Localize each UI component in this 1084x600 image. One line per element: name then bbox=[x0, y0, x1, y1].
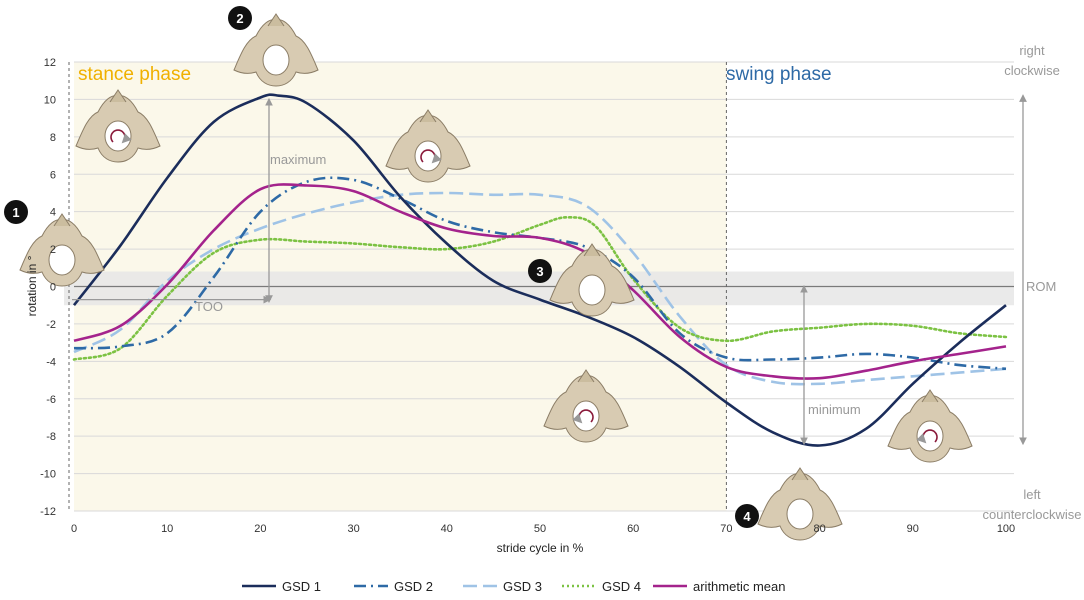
series-line-arithmetic-mean bbox=[73, 183, 1007, 380]
legend-label-gsd-4: GSD 4 bbox=[602, 579, 641, 594]
series-line-gsd-2 bbox=[73, 176, 1007, 371]
y-tick-label: 6 bbox=[50, 169, 56, 181]
maximum-label: maximum bbox=[270, 152, 326, 167]
series-line-gsd-3 bbox=[73, 191, 1007, 386]
y-tick-label: 4 bbox=[50, 207, 56, 219]
vertebra-image-1 bbox=[19, 213, 105, 287]
vertebra-image-2 bbox=[233, 13, 319, 87]
x-tick-label: 30 bbox=[347, 523, 359, 535]
vertebral-canal bbox=[916, 420, 944, 452]
minimum-label: minimum bbox=[808, 402, 861, 417]
x-tick-label: 20 bbox=[254, 523, 266, 535]
vertebra-spine bbox=[267, 13, 285, 27]
vertebral-canal bbox=[262, 44, 290, 76]
y-tick-label: 2 bbox=[50, 244, 56, 256]
x-tick-label: 90 bbox=[907, 523, 919, 535]
vertebra-spine bbox=[791, 467, 809, 481]
legend-label-gsd-2: GSD 2 bbox=[394, 579, 433, 594]
vertebra-spine bbox=[921, 389, 939, 403]
vertebral-canal bbox=[48, 244, 76, 276]
vertebra-counterclockwise-illustration bbox=[543, 369, 629, 443]
marker-number-4: 4 bbox=[743, 509, 751, 524]
legend-label-arithmetic-mean: arithmetic mean bbox=[693, 579, 785, 594]
rom-label: ROM bbox=[1026, 279, 1056, 294]
marker-circle-1 bbox=[4, 200, 28, 224]
y-tick-label: -10 bbox=[40, 469, 56, 481]
x-tick-label: 40 bbox=[441, 523, 453, 535]
clockwise-arrow-icon bbox=[420, 149, 442, 164]
vertebra-image-3 bbox=[549, 243, 635, 317]
marker-circle-3 bbox=[528, 259, 552, 283]
x-axis-label: stride cycle in % bbox=[497, 541, 584, 555]
vertebral-canal bbox=[414, 140, 442, 172]
y-tick-label: 12 bbox=[44, 57, 56, 69]
annotation-layer bbox=[4, 6, 1027, 541]
series-line-gsd-1 bbox=[72, 93, 1007, 447]
x-tick-label: 80 bbox=[813, 523, 825, 535]
y-tick-label: 0 bbox=[50, 282, 56, 294]
right-clockwise-label: right clockwise bbox=[1004, 43, 1060, 78]
vertebral-canal bbox=[786, 498, 814, 530]
x-tick-label: 50 bbox=[534, 523, 546, 535]
x-tick-label: 60 bbox=[627, 523, 639, 535]
marker-circle-2 bbox=[228, 6, 252, 30]
y-tick-label: -4 bbox=[46, 356, 56, 368]
y-tick-label: -8 bbox=[46, 431, 56, 443]
vertebra-counterclockwise-illustration-2 bbox=[887, 389, 973, 463]
counterclockwise-arrow-icon bbox=[916, 429, 938, 444]
vertebral-canal bbox=[572, 400, 600, 432]
vertebral-canal bbox=[578, 274, 606, 306]
left-counterclockwise-label: left counterclockwise bbox=[983, 487, 1082, 522]
counterclockwise-arrow-icon bbox=[572, 409, 594, 424]
x-tick-label: 100 bbox=[997, 523, 1015, 535]
x-tick-label: 70 bbox=[720, 523, 732, 535]
vertebra-spine bbox=[419, 109, 437, 123]
stance-phase-label: stance phase bbox=[78, 64, 191, 85]
vertebra-clockwise-illustration-2 bbox=[385, 109, 471, 183]
y-tick-label: -2 bbox=[46, 319, 56, 331]
x-tick-label: 10 bbox=[161, 523, 173, 535]
vertebra-spine bbox=[577, 369, 595, 383]
series-layer bbox=[72, 93, 1008, 447]
legend-label-gsd-1: GSD 1 bbox=[282, 579, 321, 594]
marker-number-2: 2 bbox=[236, 11, 243, 26]
x-tick-label: 0 bbox=[71, 523, 77, 535]
y-tick-label: -12 bbox=[40, 506, 56, 518]
too-label: TOO bbox=[195, 299, 223, 314]
vertebra-spine bbox=[583, 243, 601, 257]
vertebra-clockwise-illustration bbox=[75, 89, 161, 163]
y-tick-label: 10 bbox=[44, 94, 56, 106]
clockwise-arrow-icon bbox=[110, 129, 132, 144]
legend: GSD 1 GSD 2 GSD 3 GSD 4 arithmetic mean bbox=[242, 579, 785, 594]
vertebra-image-4 bbox=[757, 467, 843, 541]
y-axis-label: rotation in ° bbox=[25, 255, 39, 316]
swing-phase-label: swing phase bbox=[726, 64, 832, 85]
marker-number-3: 3 bbox=[536, 264, 543, 279]
y-tick-label: -6 bbox=[46, 394, 56, 406]
legend-label-gsd-3: GSD 3 bbox=[503, 579, 542, 594]
y-tick-label: 8 bbox=[50, 132, 56, 144]
vertebral-canal bbox=[104, 120, 132, 152]
series-line-gsd-4 bbox=[72, 215, 1008, 361]
marker-number-1: 1 bbox=[12, 205, 19, 220]
marker-circle-4 bbox=[735, 504, 759, 528]
vertebra-spine bbox=[53, 213, 71, 227]
vertebra-spine bbox=[109, 89, 127, 103]
